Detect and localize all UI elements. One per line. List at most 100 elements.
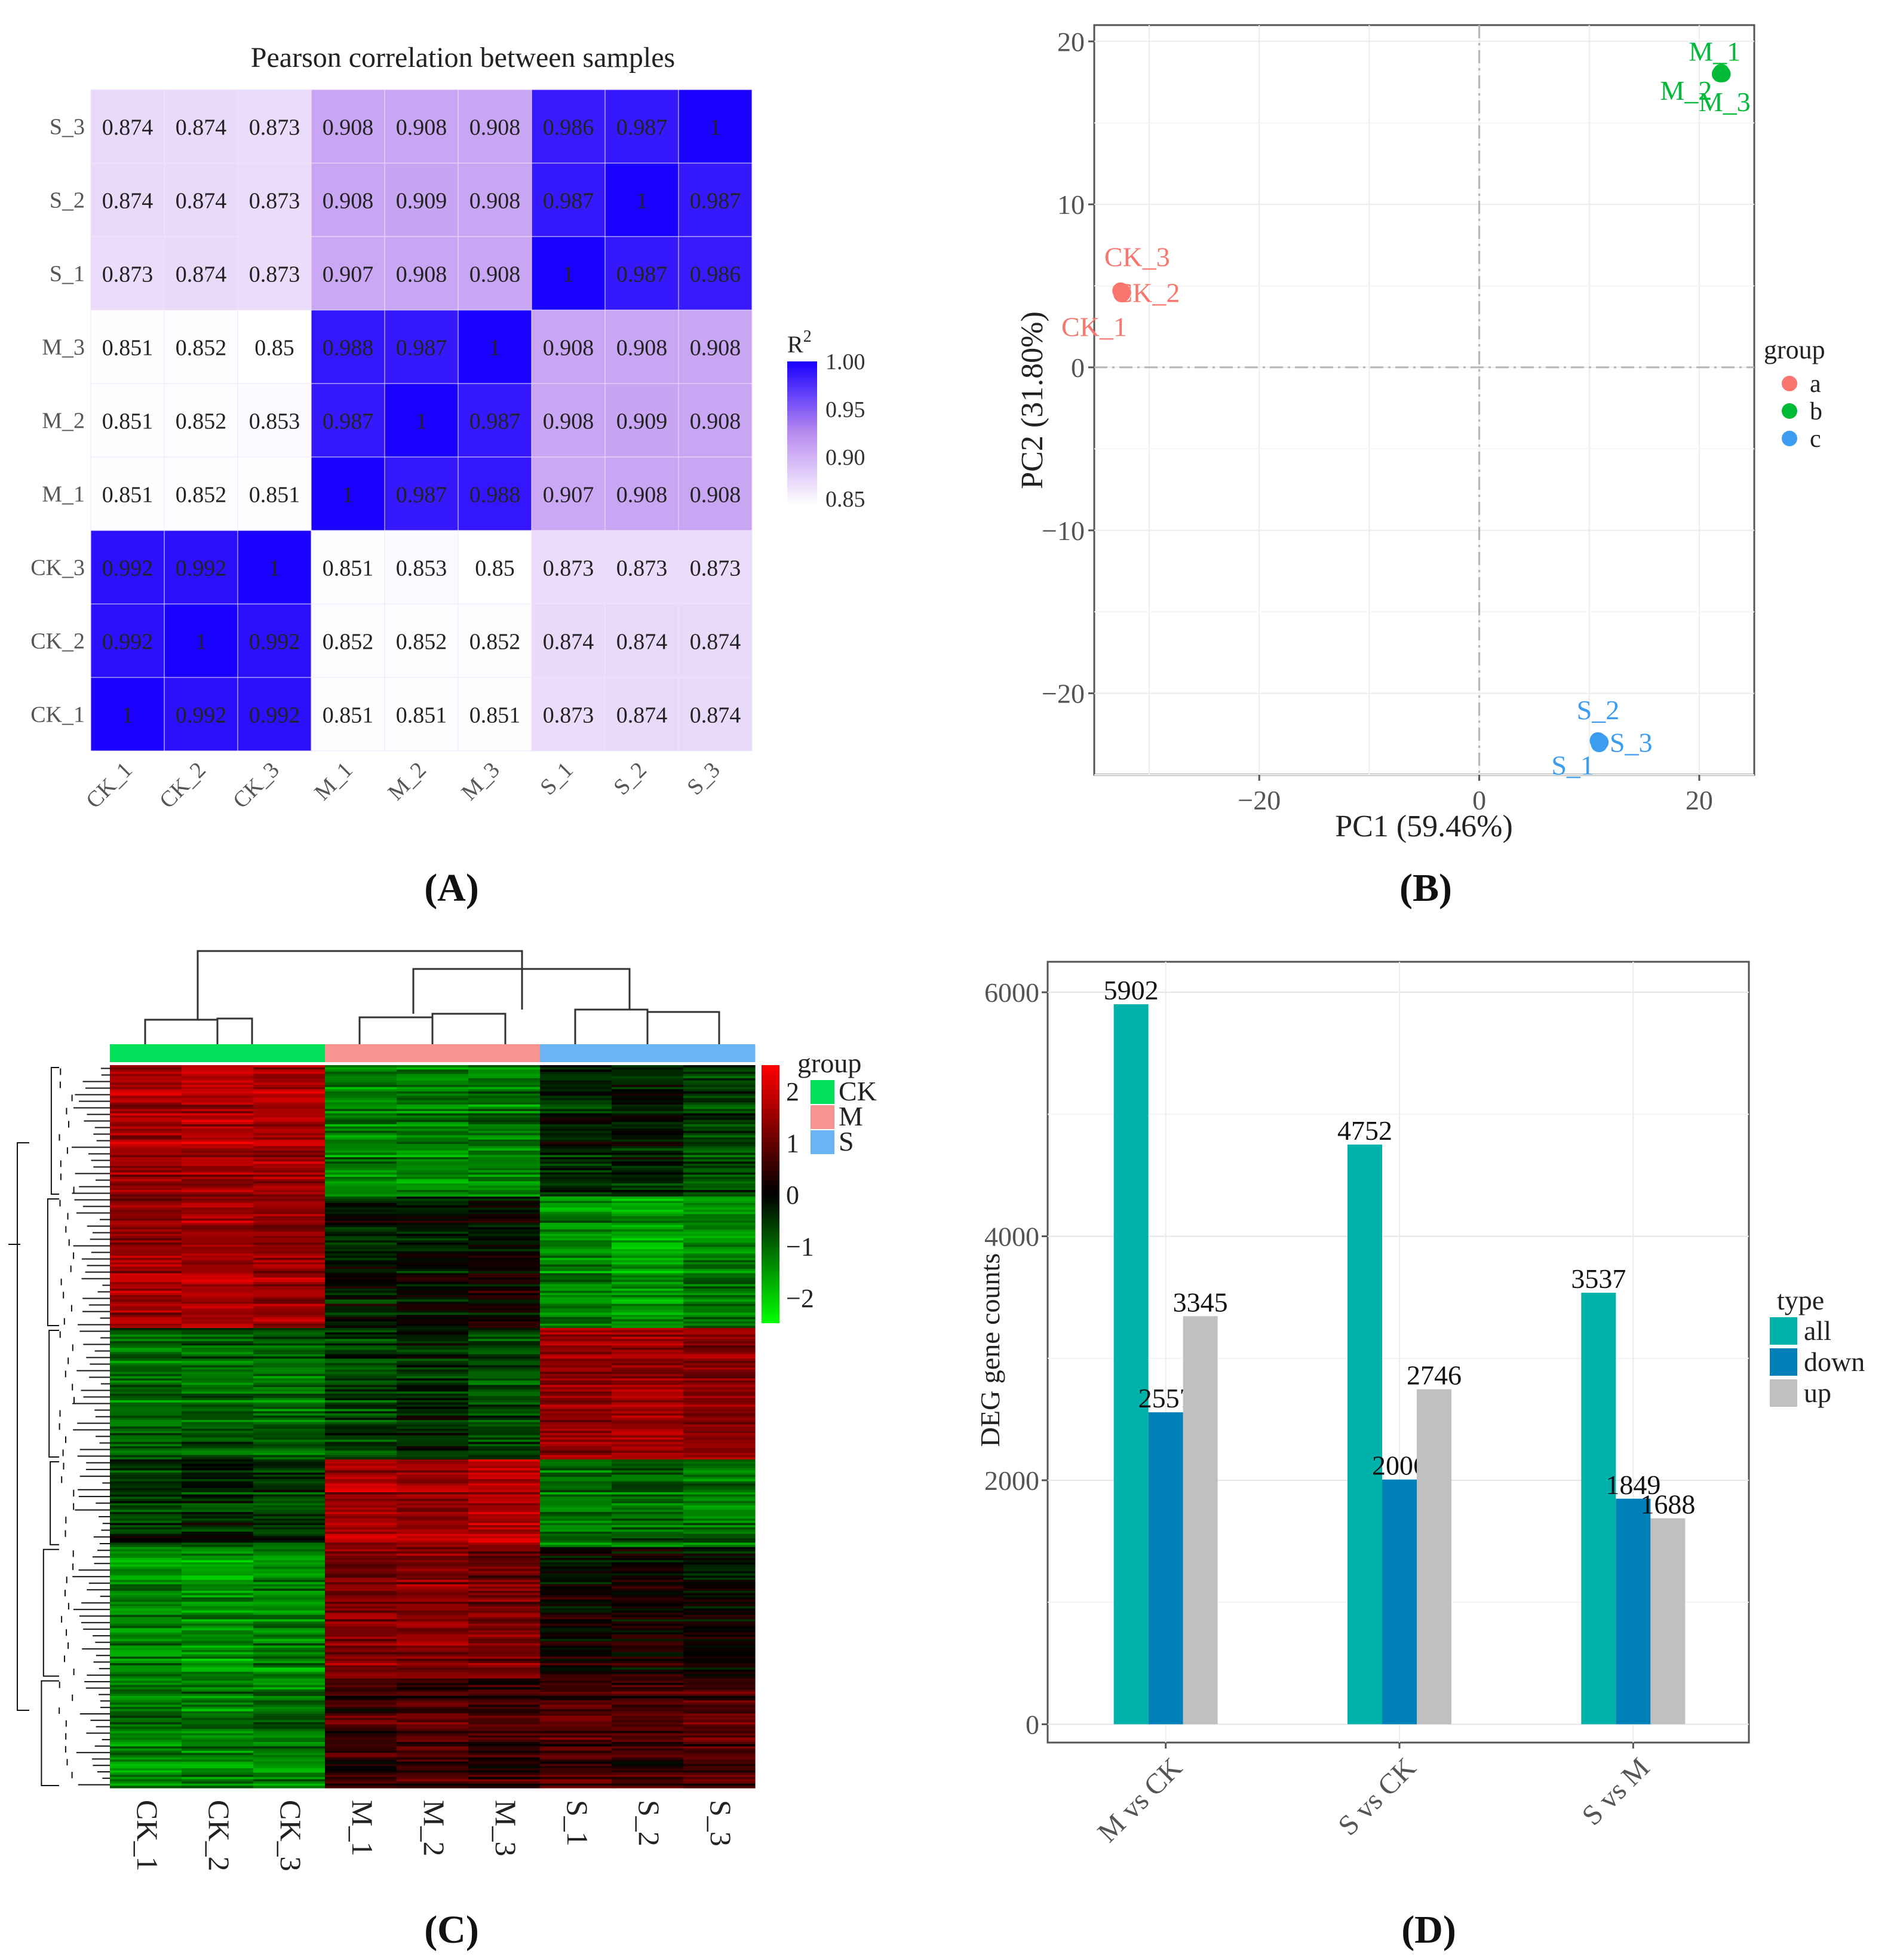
expr-cell bbox=[612, 1753, 684, 1756]
expr-cell bbox=[182, 1277, 254, 1280]
expr-cell bbox=[468, 1731, 541, 1734]
expr-cell bbox=[325, 1317, 397, 1320]
expr-cell bbox=[397, 1332, 469, 1335]
expr-cell bbox=[397, 1455, 469, 1458]
expr-cell bbox=[540, 1144, 612, 1147]
expr-cell bbox=[540, 1113, 612, 1116]
expr-cell bbox=[540, 1164, 612, 1167]
expr-cell bbox=[468, 1571, 541, 1574]
expr-cell bbox=[612, 1525, 684, 1528]
expr-cell bbox=[612, 1323, 684, 1326]
expr-cell bbox=[540, 1648, 612, 1651]
expr-cell bbox=[110, 1685, 182, 1688]
expr-cell bbox=[110, 1192, 182, 1195]
expr-cell bbox=[683, 1203, 756, 1206]
expr-cell bbox=[468, 1427, 541, 1430]
expr-cell bbox=[683, 1687, 756, 1690]
expr-cell bbox=[110, 1470, 182, 1473]
expr-cell bbox=[253, 1744, 326, 1747]
expr-cell bbox=[612, 1303, 684, 1306]
expr-cell bbox=[612, 1619, 684, 1622]
corr-cell-value: 0.873 bbox=[249, 262, 300, 287]
expr-cell bbox=[110, 1746, 182, 1749]
expr-cell bbox=[325, 1667, 397, 1670]
expr-cell bbox=[540, 1473, 612, 1476]
expr-cell bbox=[182, 1487, 254, 1490]
expr-cell bbox=[253, 1282, 326, 1285]
corr-col-label: CK_1 bbox=[81, 757, 137, 814]
expr-cell bbox=[253, 1510, 326, 1513]
expr-cell bbox=[110, 1376, 182, 1379]
expr-cell bbox=[110, 1501, 182, 1504]
expr-cell bbox=[397, 1726, 469, 1729]
expr-cell bbox=[683, 1223, 756, 1226]
expr-cell bbox=[110, 1157, 182, 1160]
expr-cell bbox=[540, 1433, 612, 1436]
expr-scale-tick-label: 0 bbox=[786, 1180, 799, 1210]
expr-cell bbox=[612, 1645, 684, 1648]
expr-cell bbox=[253, 1658, 326, 1661]
expr-cell bbox=[540, 1085, 612, 1088]
expr-cell bbox=[540, 1464, 612, 1467]
expr-cell bbox=[397, 1262, 469, 1265]
expr-cell bbox=[253, 1096, 326, 1099]
expr-cell bbox=[182, 1295, 254, 1298]
expr-cell bbox=[110, 1164, 182, 1167]
corr-cell bbox=[384, 162, 459, 237]
expr-cell bbox=[325, 1569, 397, 1572]
expr-cell bbox=[253, 1441, 326, 1444]
expr-cell bbox=[683, 1264, 756, 1267]
expr-cell bbox=[253, 1670, 326, 1673]
expr-cell bbox=[683, 1606, 756, 1609]
expr-cell bbox=[110, 1105, 182, 1108]
corr-cell-value: 0.908 bbox=[616, 483, 668, 508]
expr-cell bbox=[540, 1571, 612, 1574]
expr-cell bbox=[110, 1621, 182, 1624]
expr-cell bbox=[612, 1115, 684, 1118]
expr-cell bbox=[253, 1602, 326, 1605]
expr-cell bbox=[468, 1348, 541, 1351]
expr-cell bbox=[683, 1358, 756, 1361]
expr-cell bbox=[397, 1538, 469, 1541]
corr-cell-value: 0.907 bbox=[543, 483, 594, 508]
expr-cell bbox=[253, 1389, 326, 1392]
expr-cell bbox=[253, 1579, 326, 1582]
expr-cell bbox=[683, 1306, 756, 1309]
expr-cell bbox=[397, 1335, 469, 1338]
expr-cell bbox=[540, 1781, 612, 1784]
expr-cell bbox=[540, 1448, 612, 1451]
expr-cell bbox=[612, 1236, 684, 1239]
expr-cell bbox=[110, 1293, 182, 1296]
expr-cell bbox=[110, 1437, 182, 1440]
expr-cell bbox=[612, 1131, 684, 1134]
expr-cell bbox=[182, 1645, 254, 1648]
corr-cell bbox=[237, 89, 312, 164]
expr-cell bbox=[182, 1418, 254, 1421]
corr-cell bbox=[164, 236, 238, 311]
expr-cell bbox=[683, 1514, 756, 1517]
expr-cell bbox=[612, 1781, 684, 1784]
pca-ylabel: PC2 (31.80%) bbox=[1015, 311, 1049, 489]
expr-cell bbox=[683, 1336, 756, 1339]
expr-cell bbox=[182, 1372, 254, 1375]
expr-cell bbox=[325, 1713, 397, 1716]
expr-cell bbox=[110, 1319, 182, 1322]
expr-cell bbox=[110, 1612, 182, 1615]
expr-cell bbox=[110, 1220, 182, 1223]
expr-cell bbox=[468, 1096, 541, 1099]
expr-cell bbox=[540, 1691, 612, 1694]
expr-cell bbox=[683, 1536, 756, 1539]
expr-cell bbox=[683, 1415, 756, 1418]
corr-cell-value: 0.851 bbox=[323, 556, 374, 581]
expr-cell bbox=[683, 1247, 756, 1250]
expr-cell bbox=[612, 1190, 684, 1193]
expr-cell bbox=[325, 1378, 397, 1381]
expr-cell bbox=[253, 1118, 326, 1121]
expr-cell bbox=[253, 1499, 326, 1502]
expr-cell bbox=[683, 1711, 756, 1714]
expr-cell bbox=[110, 1665, 182, 1668]
expr-cell bbox=[325, 1519, 397, 1522]
corr-cell bbox=[311, 677, 385, 752]
expr-cell bbox=[182, 1164, 254, 1167]
expr-cell bbox=[612, 1409, 684, 1412]
